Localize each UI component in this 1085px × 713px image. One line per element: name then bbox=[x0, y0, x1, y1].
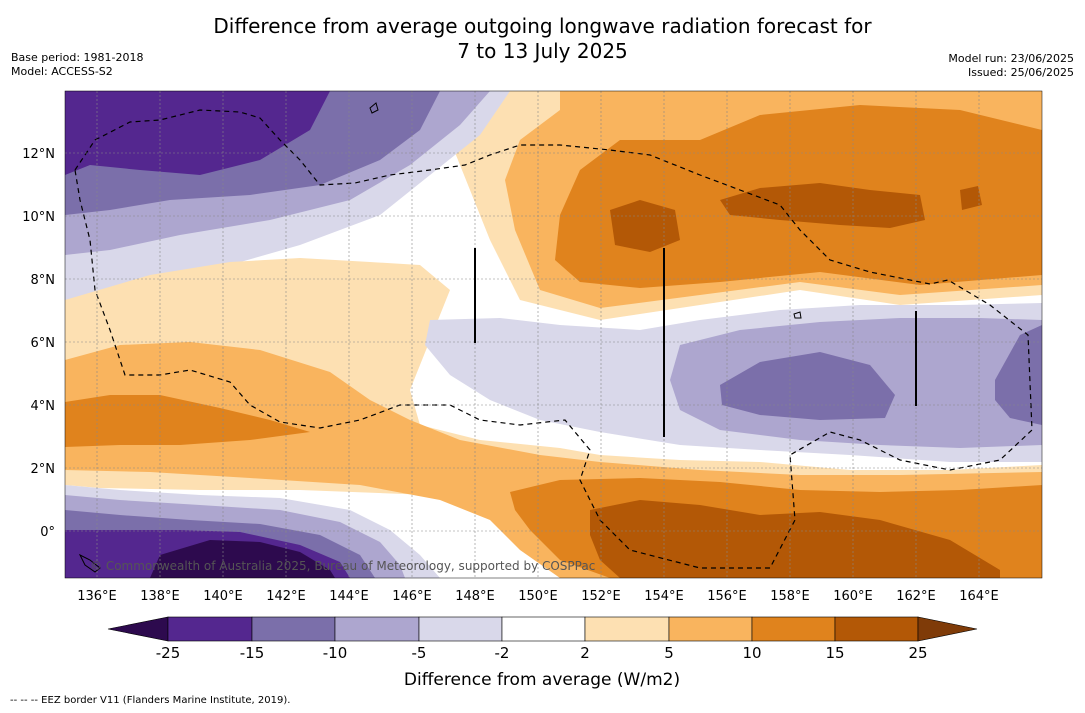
colorbar-segment bbox=[668, 616, 753, 642]
colorbar-extend-max bbox=[917, 616, 978, 642]
run-info: Model run: 23/06/2025 Issued: 25/06/2025 bbox=[948, 52, 1074, 80]
lat-label: 0° bbox=[40, 525, 55, 540]
lon-label: 146°E bbox=[392, 589, 432, 604]
gridlines bbox=[65, 91, 1042, 578]
lat-label: 6°N bbox=[31, 336, 56, 351]
colorbar-title: Difference from average (W/m2) bbox=[404, 670, 680, 690]
lon-label: 164°E bbox=[959, 589, 999, 604]
colorbar-segment bbox=[834, 616, 919, 642]
colorbar-segment bbox=[334, 616, 420, 642]
lon-label: 140°E bbox=[203, 589, 243, 604]
eez-legend-note: -- -- -- EEZ border V11 (Flanders Marine… bbox=[10, 695, 291, 706]
lon-label: 144°E bbox=[329, 589, 369, 604]
colorbar-tick: 15 bbox=[825, 644, 844, 662]
colorbar: -25 -15 -10 -5 -2 2 5 10 15 25 Differenc… bbox=[107, 616, 978, 690]
lon-label: 162°E bbox=[896, 589, 936, 604]
map-frame bbox=[64, 90, 1043, 579]
lon-label: 142°E bbox=[266, 589, 306, 604]
title-line-2: 7 to 13 July 2025 bbox=[457, 39, 628, 63]
colorbar-tick: -5 bbox=[412, 644, 427, 662]
longitude-labels: 136°E 138°E 140°E 142°E 144°E 146°E 148°… bbox=[77, 589, 999, 604]
colorbar-segment bbox=[751, 616, 836, 642]
model-run-date: Model run: 23/06/2025 bbox=[948, 52, 1074, 65]
colorbar-tick: -25 bbox=[156, 644, 181, 662]
colorbar-segment bbox=[418, 616, 503, 642]
colorbar-tick: 2 bbox=[580, 644, 590, 662]
chart-title: Difference from average outgoing longwav… bbox=[0, 14, 1085, 64]
lat-label: 8°N bbox=[31, 273, 56, 288]
lon-label: 154°E bbox=[644, 589, 684, 604]
latitude-labels: 12°N 10°N 8°N 6°N 4°N 2°N 0° bbox=[22, 147, 55, 540]
colorbar-segment bbox=[251, 616, 336, 642]
colorbar-tick: -2 bbox=[495, 644, 510, 662]
lat-label: 12°N bbox=[22, 147, 55, 162]
lon-label: 158°E bbox=[770, 589, 810, 604]
lat-label: 2°N bbox=[31, 462, 56, 477]
colorbar-tick: 10 bbox=[742, 644, 761, 662]
lon-label: 136°E bbox=[77, 589, 117, 604]
issued-date: Issued: 25/06/2025 bbox=[967, 66, 1074, 79]
colorbar-tick: 5 bbox=[664, 644, 674, 662]
colorbar-segment bbox=[501, 616, 586, 642]
copyright-note: © Commonwealth of Australia 2025, Bureau… bbox=[90, 559, 595, 573]
title-line-1: Difference from average outgoing longwav… bbox=[213, 14, 872, 38]
lon-label: 160°E bbox=[833, 589, 873, 604]
boundary-lines bbox=[474, 248, 917, 437]
base-period: Base period: 1981-2018 bbox=[11, 51, 144, 64]
colorbar-tick: -15 bbox=[240, 644, 265, 662]
lon-label: 150°E bbox=[518, 589, 558, 604]
lat-label: 4°N bbox=[31, 399, 56, 414]
colorbar-segment bbox=[584, 616, 670, 642]
lon-label: 156°E bbox=[707, 589, 747, 604]
colorbar-segment bbox=[167, 616, 253, 642]
colorbar-tick: 25 bbox=[908, 644, 927, 662]
model-name: Model: ACCESS-S2 bbox=[11, 65, 113, 78]
colorbar-tick: -10 bbox=[323, 644, 348, 662]
lon-label: 138°E bbox=[140, 589, 180, 604]
lat-label: 10°N bbox=[22, 210, 55, 225]
islands bbox=[78, 102, 802, 573]
model-info: Base period: 1981-2018 Model: ACCESS-S2 bbox=[11, 51, 143, 79]
anomaly-field bbox=[65, 91, 1042, 578]
lon-label: 148°E bbox=[455, 589, 495, 604]
lon-label: 152°E bbox=[581, 589, 621, 604]
colorbar-extend-min bbox=[107, 616, 169, 642]
